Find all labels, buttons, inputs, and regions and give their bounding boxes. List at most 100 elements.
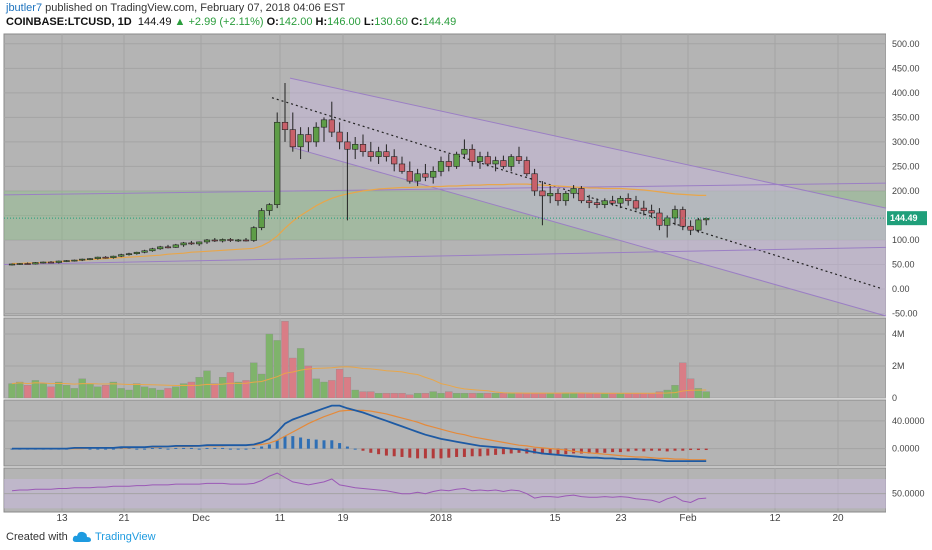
macd-histogram-bar	[650, 448, 654, 451]
macd-histogram-bar	[189, 447, 193, 449]
candle-body	[235, 239, 242, 242]
macd-histogram-bar	[135, 448, 139, 450]
price-tick-label: 450.00	[892, 63, 920, 73]
volume-bar	[312, 378, 320, 399]
volume-bar	[601, 393, 609, 399]
macd-histogram-bar	[408, 448, 412, 458]
macd-histogram-bar	[400, 448, 404, 457]
candle-body	[531, 173, 538, 192]
macd-histogram-bar	[494, 448, 498, 455]
volume-bar	[515, 393, 523, 399]
candle-body	[63, 260, 70, 262]
x-tick-label: 19	[337, 513, 349, 524]
channel-upper-line	[289, 77, 887, 209]
volume-bar	[577, 393, 586, 399]
price-tick-label: 50.00	[892, 260, 915, 270]
volume-bar	[101, 385, 110, 399]
macd-tick-label: 40.0000	[892, 416, 925, 426]
candle-body	[398, 163, 406, 172]
volume-bar	[616, 393, 625, 399]
volume-bar	[413, 393, 422, 399]
macd-histogram-bar	[439, 448, 443, 459]
macd-line	[12, 404, 707, 462]
volume-bar	[242, 380, 250, 399]
low-value: 130.60	[374, 16, 408, 28]
candle-body	[203, 239, 211, 243]
macd-histogram-bar	[236, 448, 240, 450]
candle-body	[445, 161, 452, 167]
candle-body	[391, 156, 398, 165]
macd-histogram-bar	[88, 448, 92, 450]
x-tick-label: Dec	[192, 513, 210, 524]
candle-body	[617, 197, 624, 204]
volume-bar	[562, 393, 570, 399]
macd-histogram-bar	[517, 448, 521, 453]
price-tick-label: 500.00	[892, 39, 920, 49]
candle-body	[609, 200, 616, 204]
candle-body	[352, 144, 359, 150]
macd-histogram-bar	[533, 448, 537, 454]
tradingview-brand[interactable]: TradingView	[95, 531, 156, 543]
macd-tick-label: 0.0000	[892, 444, 920, 454]
x-tick-label: 13	[56, 513, 68, 524]
price-tick-label: 400.00	[892, 88, 920, 98]
volume-bar	[663, 389, 671, 399]
candle-body	[281, 121, 289, 130]
macd-histogram-bar	[252, 447, 256, 449]
rsi-tick-label: 50.0000	[892, 489, 925, 499]
volume-bar	[421, 393, 430, 399]
volume-bar	[367, 391, 375, 399]
volume-bar	[39, 383, 47, 399]
volume-bar	[608, 393, 617, 399]
macd-histogram-bar	[338, 443, 342, 449]
volume-bar	[16, 381, 24, 399]
candle-body	[24, 263, 31, 265]
price-tick-label: 100.00	[892, 235, 920, 245]
chart-canvas[interactable]: 500.00450.00400.00350.00300.00250.00200.…	[0, 32, 932, 524]
macd-histogram-bar	[306, 438, 310, 449]
macd-histogram-bar	[673, 448, 677, 451]
volume-bar	[195, 377, 203, 399]
macd-histogram-bar	[416, 448, 420, 459]
candle-body	[625, 197, 632, 202]
macd-histogram-bar	[205, 447, 209, 449]
candle-body	[320, 119, 328, 128]
candle-body	[188, 242, 195, 245]
candle-body	[547, 193, 554, 197]
candle-body	[157, 246, 164, 250]
pane-bg	[3, 33, 887, 317]
price-tick-label: 350.00	[892, 112, 920, 122]
candle-body	[406, 171, 413, 182]
volume-bar	[281, 321, 289, 399]
macd-histogram-bar	[345, 446, 349, 449]
volume-bar	[320, 381, 328, 399]
macd-histogram-bar	[470, 448, 474, 457]
macd-histogram-bar	[634, 448, 638, 451]
volume-bar	[328, 380, 336, 399]
candle-body	[437, 161, 445, 172]
macd-histogram-bar	[228, 448, 232, 450]
macd-histogram-bar	[150, 447, 154, 449]
macd-histogram-bar	[244, 448, 248, 450]
candle-body	[586, 200, 593, 204]
author-link[interactable]: jbutler7	[6, 2, 43, 14]
macd-histogram-bar	[462, 448, 466, 457]
volume-bar	[429, 391, 437, 399]
candle-body	[227, 239, 234, 241]
candle-body	[430, 171, 437, 178]
candle-body	[196, 241, 203, 245]
macd-histogram-bar	[353, 448, 357, 450]
volume-bar	[679, 362, 687, 399]
volume-bar	[694, 388, 703, 399]
x-tick-label: 11	[275, 513, 286, 524]
macd-histogram-bar	[361, 448, 365, 451]
price-tick-label: 200.00	[892, 186, 920, 196]
candle-body	[8, 263, 16, 266]
volume-bar	[655, 391, 664, 399]
volume-bar	[554, 393, 562, 399]
macd-histogram-bar	[291, 436, 295, 449]
x-tick-label: 12	[769, 513, 781, 524]
candle-body	[149, 248, 156, 252]
candle-body	[305, 134, 312, 143]
volume-ma-line	[11, 366, 707, 394]
